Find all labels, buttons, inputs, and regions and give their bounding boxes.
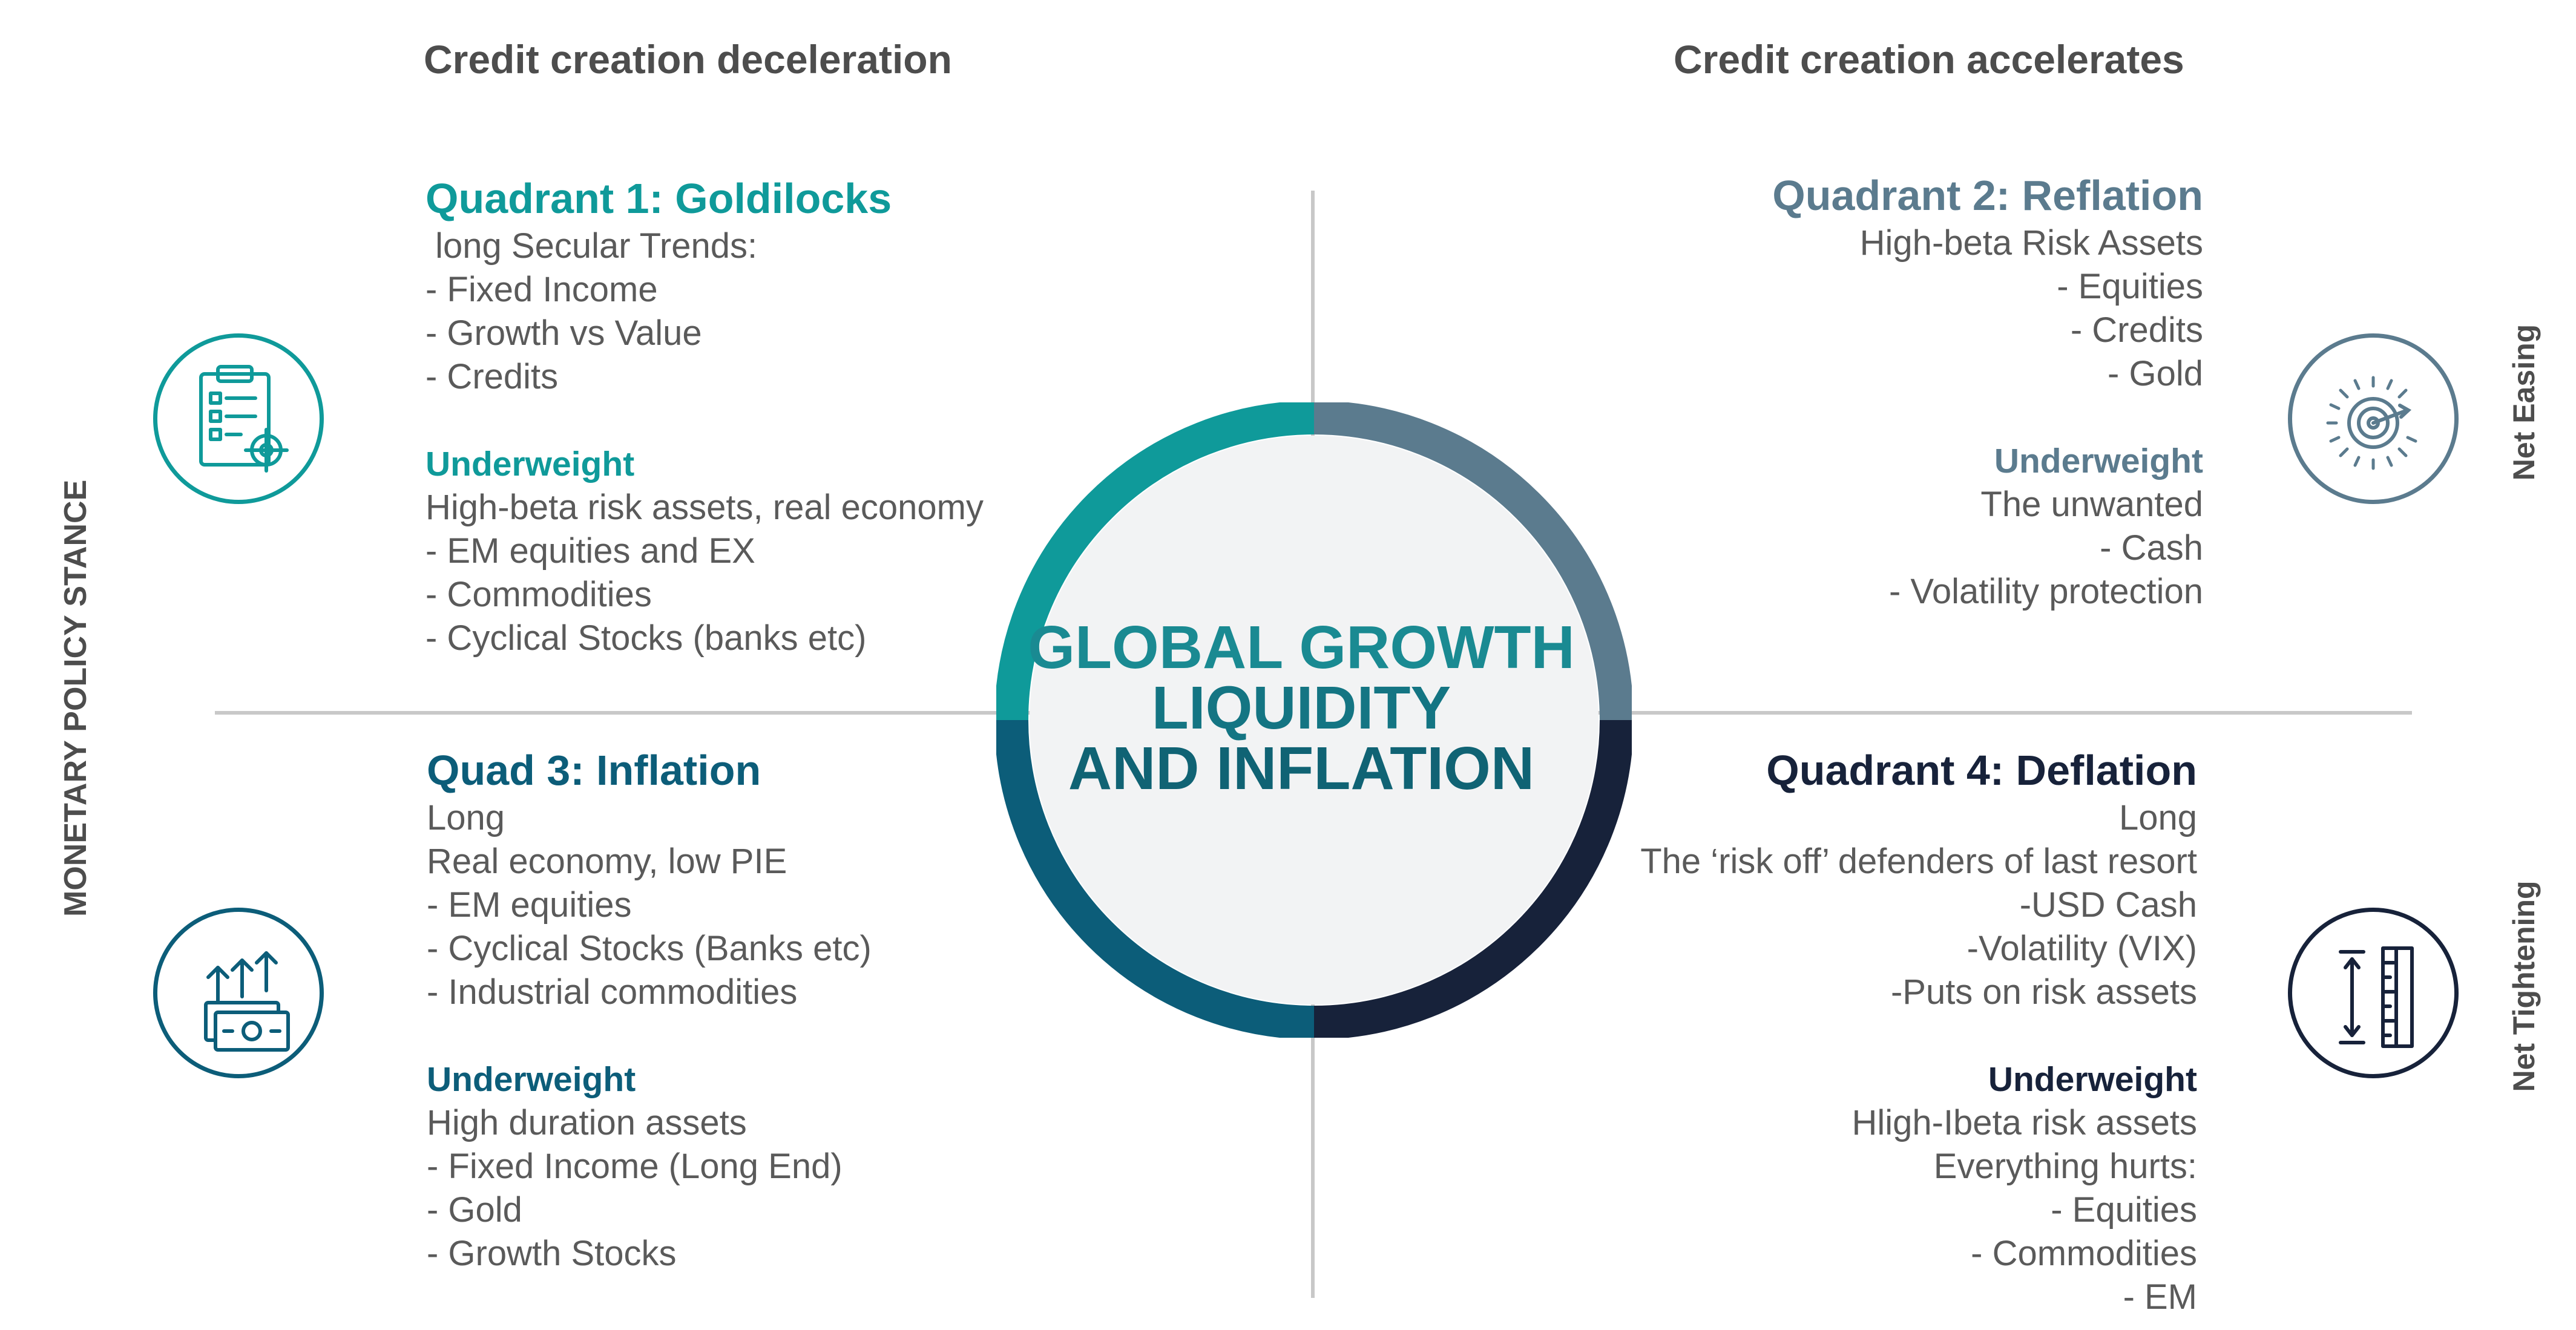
list-item: -USD Cash (2019, 885, 2197, 925)
list-item: High-beta Risk Assets (1859, 223, 2203, 263)
list-item: - Growth Stocks (427, 1234, 677, 1273)
quadrant-2: Quadrant 2: Reflation High-beta Risk Ass… (1598, 169, 2203, 614)
list-item: - EM (2123, 1277, 2197, 1317)
quadrant-4-title: Quadrant 4: Deflation (1766, 747, 2197, 794)
list-item: - Gold (2108, 354, 2203, 393)
list-item: High-beta risk assets, real economy (426, 488, 984, 527)
list-item: Real economy, low PIE (427, 842, 787, 881)
list-item: -Volatility (VIX) (1966, 929, 2197, 968)
target-burst-icon (2288, 333, 2459, 504)
quadrant-4: Quadrant 4: Deflation Long The ‘risk off… (1531, 744, 2197, 1319)
list-item: Hligh-Ibeta risk assets (1852, 1103, 2197, 1142)
quadrant-3-underweight-label: Underweight (427, 1060, 636, 1099)
clipboard-target-icon (153, 333, 324, 504)
net-easing-label: Net Easing (2507, 324, 2541, 481)
list-item: - Growth vs Value (426, 313, 702, 353)
ring-segment-q3 (996, 719, 1315, 1038)
list-item: - EM equities (427, 885, 632, 925)
ring-segment-q1 (996, 402, 1315, 721)
header-right: Credit creation accelerates (1674, 37, 2184, 82)
list-item: - Volatility protection (1888, 572, 2203, 611)
net-tightening-label: Net Tightening (2507, 880, 2541, 1092)
list-item: - Commodities (426, 575, 652, 614)
list-item: - Cyclical Stocks (banks etc) (426, 618, 867, 658)
list-item: Long (2118, 798, 2197, 837)
list-item: - Cash (2100, 528, 2203, 568)
list-item: - Fixed Income (426, 270, 658, 309)
center-line-2: LIQUIDITY (1151, 674, 1451, 742)
list-item: long Secular Trends: (426, 226, 758, 266)
quadrant-2-title: Quadrant 2: Reflation (1772, 172, 2203, 219)
money-arrows-up-icon (153, 908, 324, 1078)
quadrant-1: Quadrant 1: Goldilocks long Secular Tren… (426, 172, 1031, 660)
list-item: - Gold (427, 1190, 522, 1230)
center-line-1: GLOBAL GROWTH (1028, 614, 1575, 681)
list-item: High duration assets (427, 1103, 747, 1142)
list-item: - Credits (2070, 310, 2203, 350)
list-item: Everything hurts: (1933, 1147, 2197, 1186)
quadrant-3-title: Quad 3: Inflation (427, 747, 761, 794)
quadrant-4-underweight-label: Underweight (1988, 1060, 2197, 1099)
list-item: - Industrial commodities (427, 972, 798, 1012)
center-ring (996, 402, 1632, 1038)
ring-segment-q2 (1313, 402, 1632, 721)
list-item: The ‘risk off’ defenders of last resort (1640, 842, 2197, 881)
quadrant-2-underweight-label: Underweight (1994, 442, 2203, 480)
quadrant-1-underweight-label: Underweight (426, 445, 635, 483)
list-item: -Puts on risk assets (1890, 972, 2197, 1012)
list-item: - Equities (2051, 1190, 2197, 1230)
center-line-3: AND INFLATION (1068, 735, 1535, 802)
ruler-measure-icon (2288, 908, 2459, 1078)
list-item: Long (427, 798, 505, 837)
list-item: - Equities (2057, 267, 2203, 306)
list-item: - EM equities and EX (426, 531, 755, 571)
center-title: GLOBAL GROWTH LIQUIDITY AND INFLATION (999, 617, 1604, 799)
quadrant-3: Quad 3: Inflation Long Real economy, low… (427, 744, 1032, 1276)
list-item: - Cyclical Stocks (Banks etc) (427, 929, 872, 968)
header-left: Credit creation deceleration (424, 37, 952, 82)
list-item: The unwanted (1980, 485, 2203, 524)
list-item: - Commodities (1971, 1234, 2197, 1273)
list-item: - Credits (426, 357, 559, 396)
list-item: - Fixed Income (Long End) (427, 1147, 843, 1186)
ring-segment-q4 (1313, 719, 1632, 1038)
monetary-policy-label: MONETARY POLICY STANCE (58, 479, 93, 917)
quadrant-1-title: Quadrant 1: Goldilocks (426, 175, 892, 222)
